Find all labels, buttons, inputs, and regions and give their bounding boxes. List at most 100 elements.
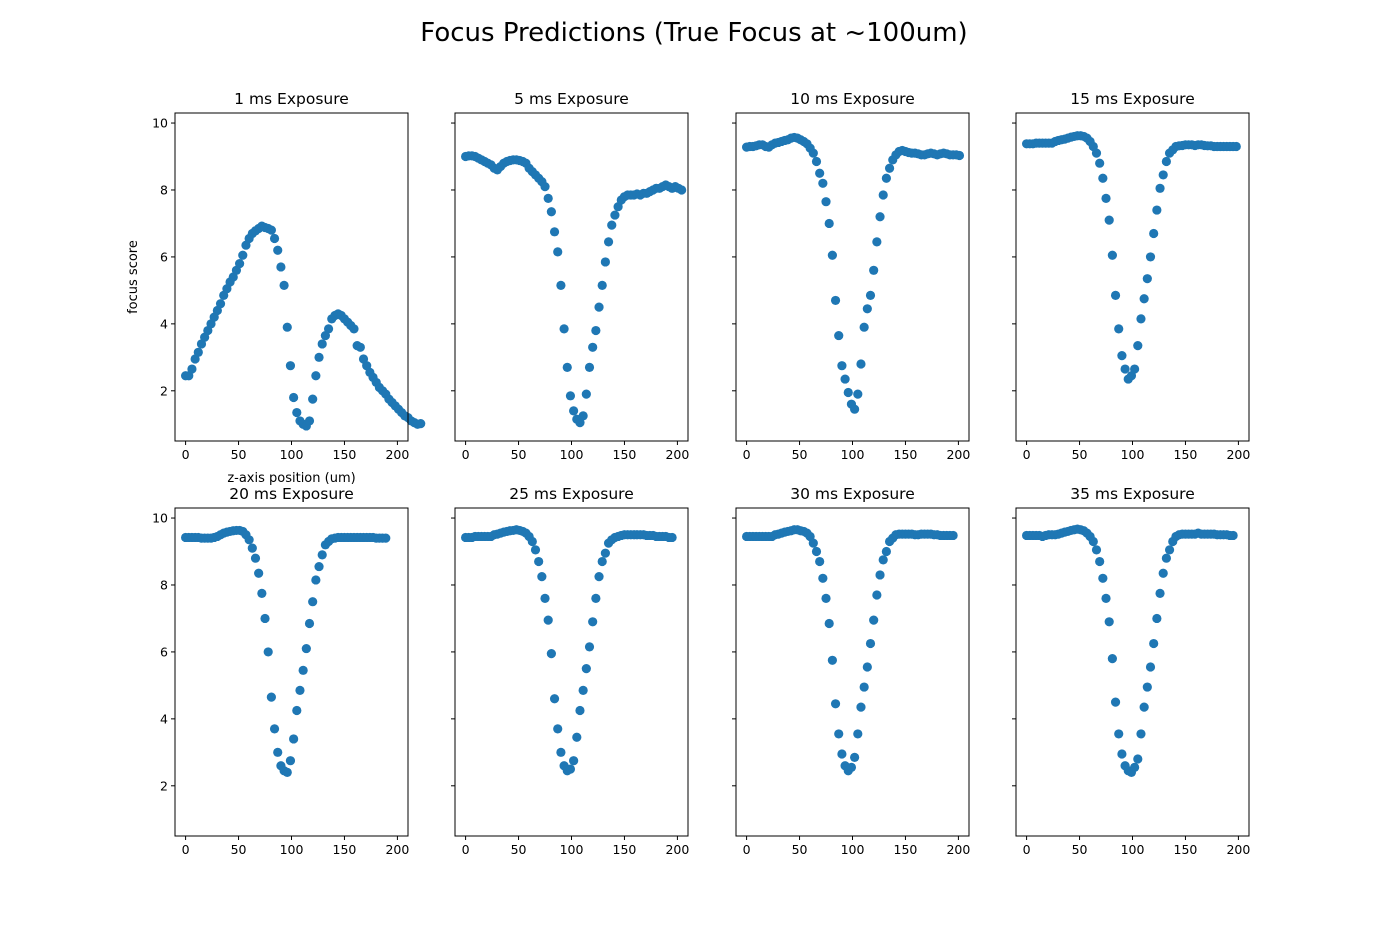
data-point — [837, 749, 847, 759]
data-point — [677, 185, 687, 195]
scatter-points — [180, 525, 391, 778]
data-point — [537, 572, 547, 582]
data-point — [314, 352, 324, 362]
x-tick-label: 200 — [1226, 447, 1250, 462]
data-point — [853, 729, 863, 739]
data-point — [247, 543, 257, 553]
data-point — [862, 304, 872, 314]
data-point — [187, 364, 197, 374]
data-point — [556, 280, 566, 290]
data-point — [1133, 341, 1143, 351]
data-point — [818, 573, 828, 583]
x-tick-label: 50 — [231, 842, 247, 857]
data-point — [584, 642, 595, 652]
data-point — [266, 692, 276, 702]
data-point — [304, 416, 315, 426]
data-point — [298, 665, 308, 675]
data-point — [540, 593, 550, 603]
data-point — [1231, 141, 1241, 152]
data-point — [840, 374, 850, 384]
data-point — [578, 411, 588, 421]
x-tick-label: 50 — [792, 447, 808, 462]
data-point — [811, 546, 822, 557]
y-tick-label: 4 — [160, 711, 168, 726]
data-point — [827, 655, 837, 665]
data-point — [1136, 729, 1146, 739]
data-point — [355, 342, 365, 352]
data-point — [856, 359, 866, 369]
subplot-title: 15 ms Exposure — [1070, 90, 1195, 108]
data-point — [808, 148, 818, 158]
data-point — [1139, 294, 1149, 304]
x-tick-label: 0 — [462, 447, 470, 462]
data-point — [381, 533, 391, 543]
data-point — [1120, 364, 1130, 374]
data-point — [527, 536, 537, 547]
data-point — [853, 389, 863, 399]
x-tick-label: 100 — [560, 842, 584, 857]
data-point — [572, 732, 582, 742]
x-tick-label: 100 — [280, 447, 304, 462]
data-point — [808, 538, 818, 548]
data-point — [594, 572, 604, 582]
data-point — [881, 173, 891, 183]
data-point — [881, 546, 891, 557]
data-point — [193, 347, 203, 357]
data-point — [317, 550, 327, 560]
subplot-title: 5 ms Exposure — [514, 90, 629, 108]
x-tick-label: 0 — [1023, 447, 1031, 462]
x-tick-label: 200 — [946, 447, 970, 462]
data-point — [1158, 568, 1168, 578]
data-point — [1114, 729, 1124, 739]
x-tick-label: 50 — [511, 842, 527, 857]
data-point — [827, 250, 837, 260]
data-point — [1142, 682, 1152, 692]
x-tick-label: 150 — [333, 842, 357, 857]
data-point — [878, 555, 888, 565]
x-tick-label: 0 — [743, 842, 751, 857]
y-tick-label: 6 — [160, 644, 168, 659]
data-point — [850, 752, 860, 762]
data-point — [1142, 274, 1152, 284]
data-point — [818, 178, 828, 188]
y-tick-label: 8 — [160, 182, 168, 197]
scatter-points — [741, 525, 958, 776]
data-point — [276, 262, 286, 272]
data-point — [540, 182, 550, 192]
data-point — [269, 233, 280, 244]
data-point — [1091, 545, 1102, 555]
data-point — [250, 553, 261, 563]
data-point — [1136, 314, 1146, 324]
data-point — [416, 419, 426, 429]
data-point — [591, 325, 601, 336]
data-point — [546, 207, 556, 217]
data-point — [1161, 553, 1171, 563]
x-tick-label: 150 — [613, 842, 637, 857]
data-point — [534, 556, 544, 567]
subplot-7: 30 ms Exposure 0 50 100 150 200 — [732, 485, 970, 857]
data-point — [308, 597, 318, 607]
x-tick-label: 150 — [613, 447, 637, 462]
data-point — [292, 407, 302, 418]
x-tick-label: 100 — [841, 447, 865, 462]
data-point — [556, 747, 566, 757]
data-point — [1107, 250, 1117, 260]
data-point — [588, 617, 598, 627]
data-point — [607, 220, 617, 230]
x-axis-label: z-axis position (um) — [227, 471, 355, 486]
data-point — [1104, 215, 1114, 225]
data-point — [1101, 193, 1111, 203]
data-point — [1133, 754, 1143, 764]
x-tick-label: 50 — [1072, 842, 1088, 857]
data-point — [1104, 617, 1114, 627]
data-point — [1139, 702, 1149, 712]
data-point — [1117, 351, 1127, 361]
data-point — [530, 545, 541, 555]
y-tick-label: 4 — [160, 316, 168, 331]
data-point — [1130, 364, 1140, 374]
data-point — [314, 561, 324, 572]
x-tick-label: 50 — [792, 842, 808, 857]
data-point — [257, 588, 267, 598]
x-tick-label: 0 — [462, 842, 470, 857]
